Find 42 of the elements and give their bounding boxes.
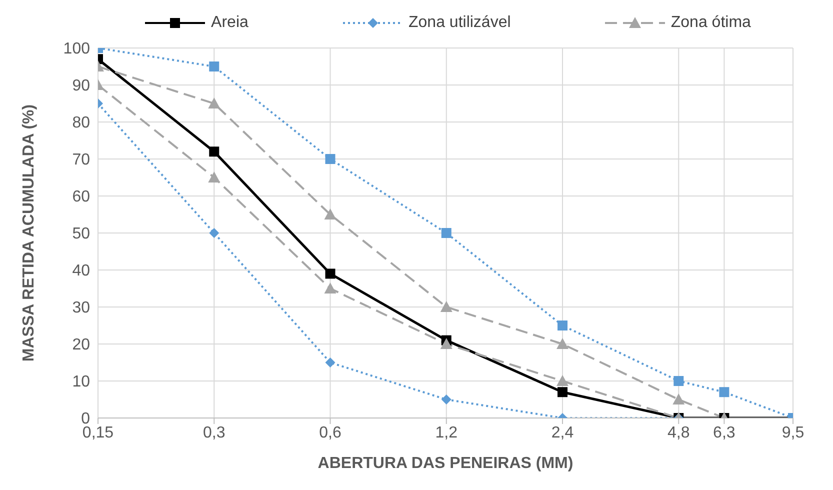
point bbox=[325, 154, 336, 164]
legend-label: Zona utilizável bbox=[408, 14, 511, 32]
x-tick-label: 4,8 bbox=[668, 424, 690, 442]
y-axis-title: MASSA RETIDA ACUMULADA (%) bbox=[20, 104, 38, 362]
y-tick-label: 90 bbox=[72, 78, 90, 95]
point bbox=[208, 98, 220, 108]
y-tick-label: 50 bbox=[72, 226, 90, 243]
point bbox=[441, 228, 452, 238]
point bbox=[556, 375, 569, 386]
x-tick-label: 6,3 bbox=[713, 424, 736, 442]
x-tick-label: 9,5 bbox=[782, 424, 804, 442]
y-tick-label: 30 bbox=[72, 300, 90, 317]
x-tick-label: 1,2 bbox=[435, 424, 458, 442]
point bbox=[672, 394, 685, 404]
y-tick-label: 70 bbox=[72, 152, 90, 169]
y-tick-label: 80 bbox=[72, 114, 90, 132]
legend-label: Zona ótima bbox=[670, 14, 751, 32]
y-tick-label: 20 bbox=[72, 336, 90, 354]
point bbox=[440, 338, 452, 349]
point bbox=[209, 62, 220, 72]
legend-label: Areia bbox=[211, 14, 248, 32]
point bbox=[558, 387, 568, 398]
point bbox=[674, 376, 684, 386]
point bbox=[324, 208, 336, 220]
x-tick-label: 0,6 bbox=[319, 424, 342, 442]
x-tick-label: 0,3 bbox=[203, 424, 226, 442]
point bbox=[325, 358, 336, 368]
x-tick-label: 2,4 bbox=[551, 424, 574, 442]
y-tick-label: 100 bbox=[63, 40, 90, 58]
y-tick-label: 60 bbox=[72, 188, 90, 206]
point bbox=[325, 268, 336, 279]
y-tick-label: 10 bbox=[72, 374, 90, 391]
point bbox=[440, 301, 452, 312]
point bbox=[556, 338, 569, 349]
point bbox=[324, 282, 336, 294]
point bbox=[558, 320, 568, 330]
point bbox=[441, 394, 452, 404]
point bbox=[209, 146, 220, 157]
x-axis-title: ABERTURA DAS PENEIRAS (MM) bbox=[318, 455, 574, 472]
point bbox=[208, 172, 220, 182]
y-tick-label: 40 bbox=[72, 262, 90, 280]
point bbox=[209, 228, 220, 238]
